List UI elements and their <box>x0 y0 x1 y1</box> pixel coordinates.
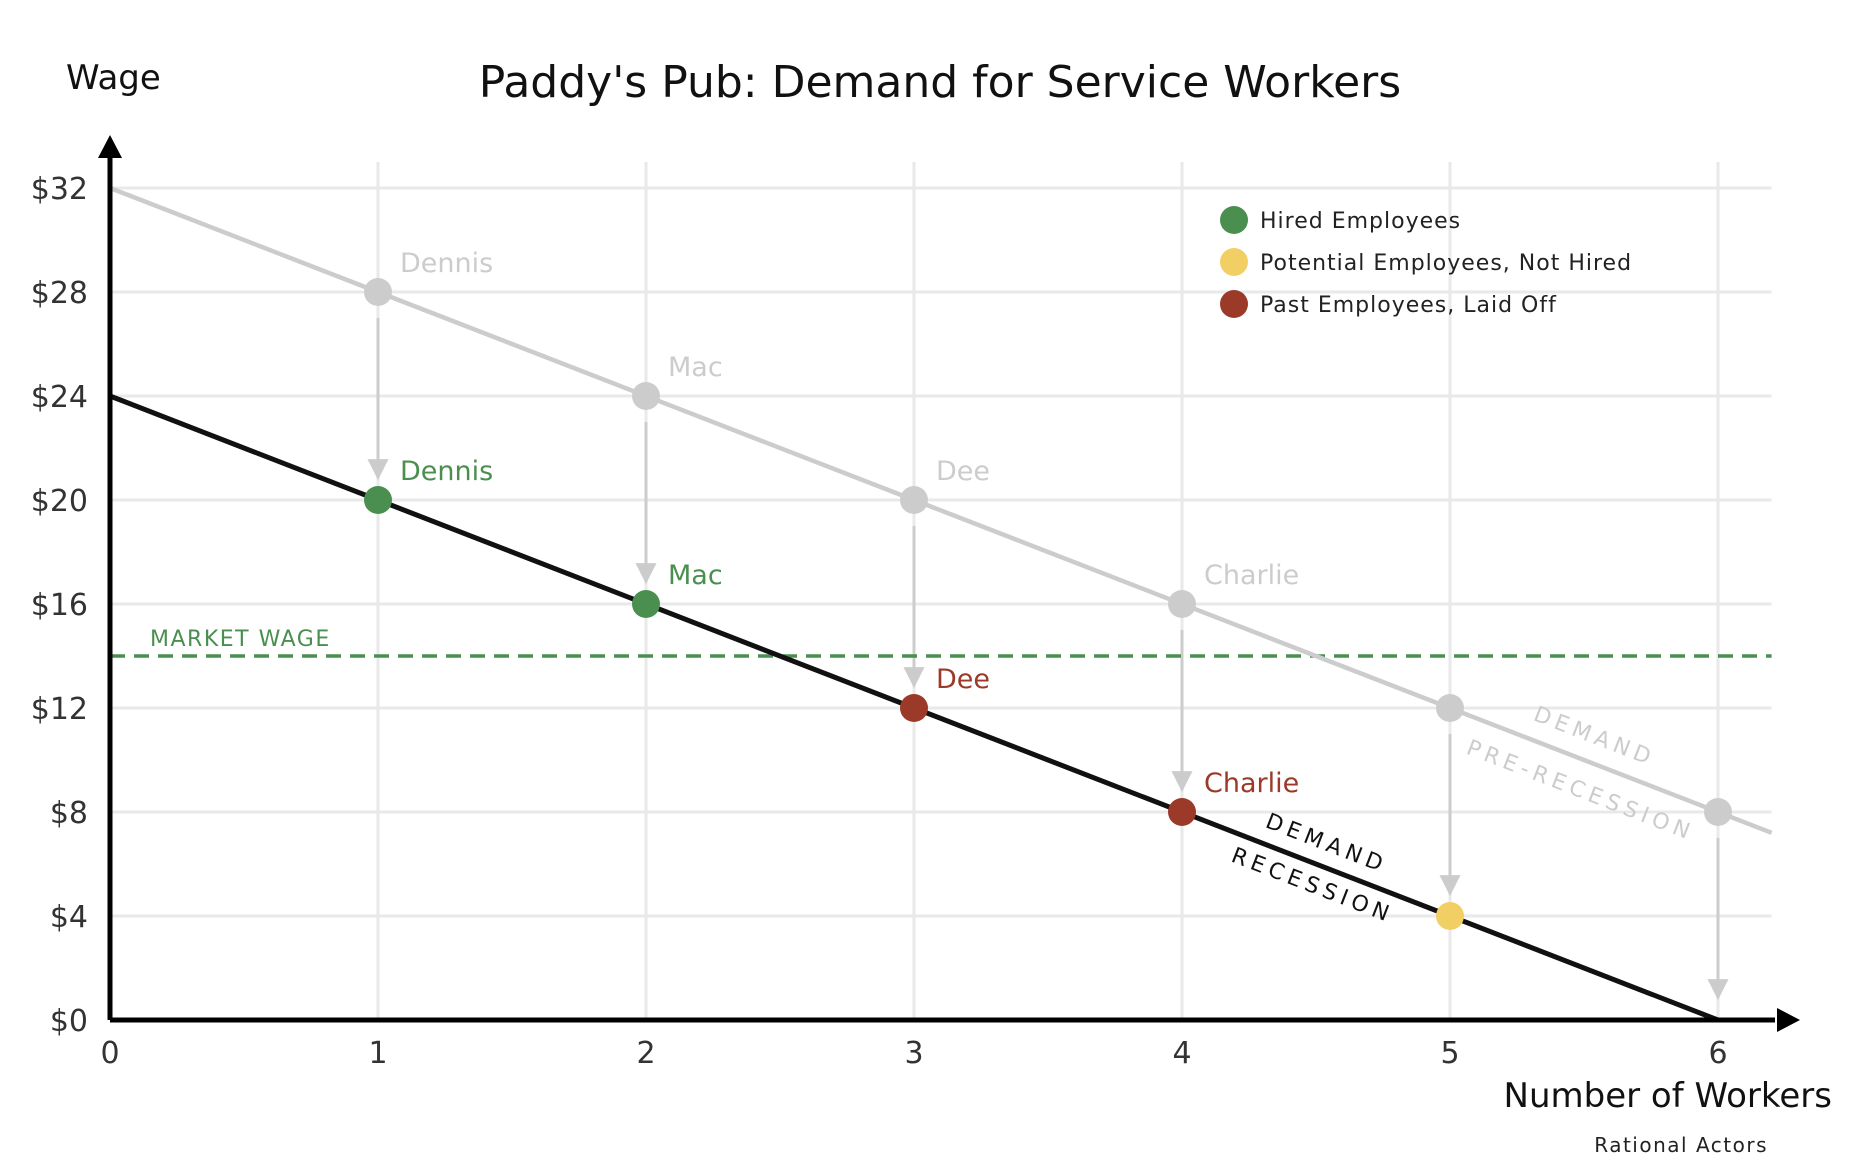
demand-pre-recession-line <box>109 185 1773 835</box>
x-tick-label: 5 <box>1440 1036 1459 1071</box>
footnote: Rational Actors <box>1594 1133 1768 1157</box>
x-tick-label: 3 <box>904 1036 923 1071</box>
tick-labels: $0 $4 $8 $12 $16 $20 $24 $28 $32 0 1 2 3 4 5 6 <box>31 172 1728 1071</box>
x-axis-arrowhead <box>1777 1008 1800 1032</box>
pre-label-dennis: Dennis <box>400 248 493 279</box>
y-tick-label: $20 <box>31 484 88 519</box>
chart-title: Paddy's Pub: Demand for Service Workers <box>479 57 1401 108</box>
recession-point-laid-off <box>900 694 928 722</box>
recession-point-potential <box>1436 902 1464 930</box>
y-axis-title: Wage <box>66 58 161 98</box>
y-tick-label: $28 <box>31 276 88 311</box>
pre-label-dee: Dee <box>936 456 990 487</box>
y-tick-label: $12 <box>31 692 88 727</box>
axes <box>98 135 1800 1032</box>
recession-label-dennis: Dennis <box>400 456 493 487</box>
y-tick-label: $8 <box>50 796 88 831</box>
legend-swatch-laid-off <box>1220 290 1248 318</box>
shift-arrows <box>367 318 1729 1001</box>
recession-point-hired <box>632 590 660 618</box>
legend: Hired Employees Potential Employees, Not… <box>1220 206 1632 318</box>
recession-label-charlie: Charlie <box>1204 768 1299 799</box>
grid <box>110 162 1772 1020</box>
y-tick-label: $0 <box>50 1004 88 1039</box>
legend-label-laid-off: Past Employees, Laid Off <box>1260 293 1557 318</box>
legend-label-potential: Potential Employees, Not Hired <box>1260 251 1632 276</box>
y-tick-label: $4 <box>50 900 88 935</box>
pre-label-mac: Mac <box>668 352 723 383</box>
data-points <box>364 278 1732 930</box>
x-tick-label: 0 <box>100 1036 119 1071</box>
pre-recession-point <box>900 486 928 514</box>
pre-recession-point <box>632 382 660 410</box>
legend-swatch-potential <box>1220 248 1248 276</box>
x-axis-title: Number of Workers <box>1504 1076 1832 1116</box>
y-tick-label: $24 <box>31 380 88 415</box>
x-tick-label: 6 <box>1708 1036 1727 1071</box>
x-tick-label: 2 <box>636 1036 655 1071</box>
x-tick-label: 4 <box>1172 1036 1191 1071</box>
market-wage-label: MARKET WAGE <box>150 627 331 652</box>
pre-label-charlie: Charlie <box>1204 560 1299 591</box>
pre-recession-point <box>364 278 392 306</box>
pre-recession-curve-label-line-1: DEMAND <box>1530 702 1659 772</box>
point-labels: MARKET WAGE Dennis Mac Dee Charlie Dennis Mac D… <box>150 248 1698 929</box>
recession-point-laid-off <box>1168 798 1196 826</box>
y-tick-label: $32 <box>31 172 88 207</box>
recession-label-mac: Mac <box>668 560 723 591</box>
y-tick-label: $16 <box>31 588 88 623</box>
legend-label-hired: Hired Employees <box>1260 209 1461 234</box>
pre-recession-point <box>1704 798 1732 826</box>
pre-recession-point <box>1168 590 1196 618</box>
x-tick-label: 1 <box>368 1036 387 1071</box>
recession-label-dee: Dee <box>936 664 990 695</box>
y-axis-arrowhead <box>98 135 122 158</box>
pre-recession-point <box>1436 694 1464 722</box>
legend-swatch-hired <box>1220 206 1248 234</box>
recession-point-hired <box>364 486 392 514</box>
